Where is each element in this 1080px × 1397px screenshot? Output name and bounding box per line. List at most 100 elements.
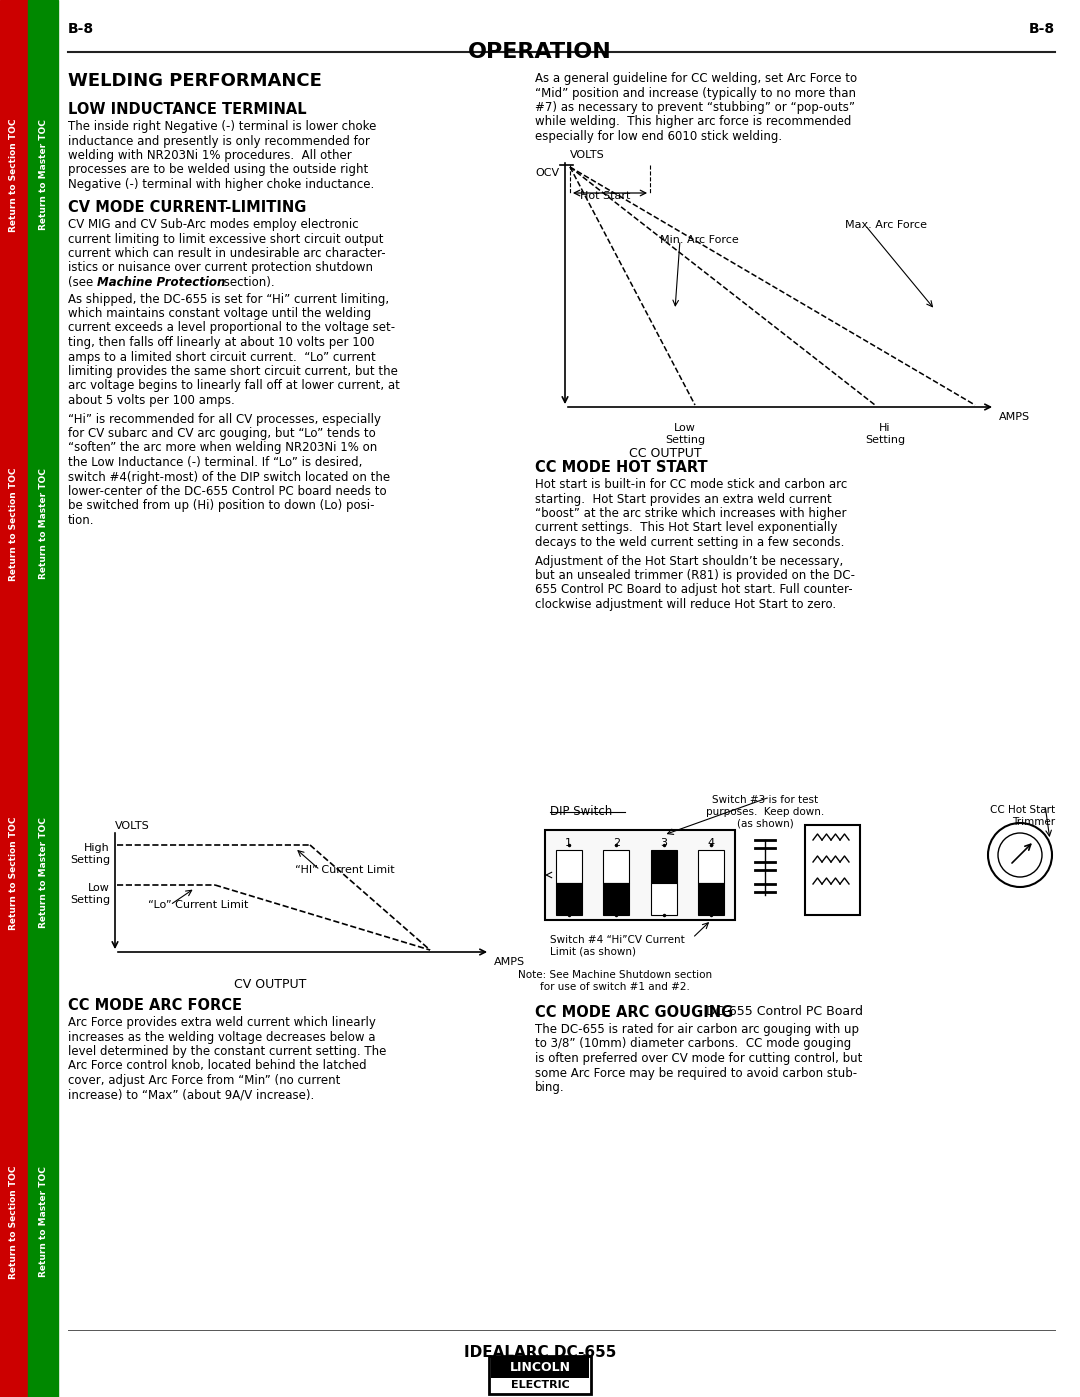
Text: about 5 volts per 100 amps.: about 5 volts per 100 amps. bbox=[68, 394, 234, 407]
Text: B-8: B-8 bbox=[1029, 22, 1055, 36]
Text: #7) as necessary to prevent “stubbing” or “pop-outs”: #7) as necessary to prevent “stubbing” o… bbox=[535, 101, 855, 115]
Text: welding with NR203Ni 1% procedures.  All other: welding with NR203Ni 1% procedures. All … bbox=[68, 149, 352, 162]
Text: starting.  Hot Start provides an extra weld current: starting. Hot Start provides an extra we… bbox=[535, 493, 832, 506]
Text: some Arc Force may be required to avoid carbon stub-: some Arc Force may be required to avoid … bbox=[535, 1066, 858, 1080]
Text: CV OUTPUT: CV OUTPUT bbox=[233, 978, 307, 990]
Bar bbox=[650, 883, 677, 915]
Bar bbox=[556, 849, 582, 883]
Text: for CV subarc and CV arc gouging, but “Lo” tends to: for CV subarc and CV arc gouging, but “L… bbox=[68, 427, 376, 440]
Text: Min. Arc Force: Min. Arc Force bbox=[660, 235, 739, 244]
Text: Arc Force provides extra weld current which linearly: Arc Force provides extra weld current wh… bbox=[68, 1016, 376, 1030]
Text: WELDING PERFORMANCE: WELDING PERFORMANCE bbox=[68, 73, 322, 89]
Bar bbox=[545, 830, 735, 921]
Text: “boost” at the arc strike which increases with higher: “boost” at the arc strike which increase… bbox=[535, 507, 847, 520]
Text: while welding.  This higher arc force is recommended: while welding. This higher arc force is … bbox=[535, 116, 851, 129]
Text: which maintains constant voltage until the welding: which maintains constant voltage until t… bbox=[68, 307, 372, 320]
Bar bbox=[805, 826, 860, 915]
Text: CV MODE CURRENT-LIMITING: CV MODE CURRENT-LIMITING bbox=[68, 200, 307, 215]
Bar bbox=[489, 1356, 591, 1394]
Text: tion.: tion. bbox=[68, 514, 95, 527]
Text: “Lo” Current Limit: “Lo” Current Limit bbox=[148, 900, 248, 909]
Text: Low
Setting: Low Setting bbox=[665, 423, 705, 444]
Text: inductance and presently is only recommended for: inductance and presently is only recomme… bbox=[68, 134, 369, 148]
Text: CC MODE ARC GOUGING: CC MODE ARC GOUGING bbox=[535, 1004, 733, 1020]
Bar bbox=[491, 1356, 589, 1377]
Text: ting, then falls off linearly at about 10 volts per 100: ting, then falls off linearly at about 1… bbox=[68, 337, 375, 349]
Text: bing.: bing. bbox=[535, 1081, 565, 1094]
Text: LOW INDUCTANCE TERMINAL: LOW INDUCTANCE TERMINAL bbox=[68, 102, 307, 117]
Text: especially for low end 6010 stick welding.: especially for low end 6010 stick weldin… bbox=[535, 130, 782, 142]
Text: Return to Master TOC: Return to Master TOC bbox=[39, 120, 48, 231]
Text: DIP Switch: DIP Switch bbox=[550, 805, 612, 819]
Text: current settings.  This Hot Start level exponentially: current settings. This Hot Start level e… bbox=[535, 521, 837, 535]
Text: DC-655 Control PC Board: DC-655 Control PC Board bbox=[706, 1004, 864, 1018]
Text: Return to Master TOC: Return to Master TOC bbox=[39, 817, 48, 929]
Circle shape bbox=[998, 833, 1042, 877]
Bar bbox=[604, 883, 630, 915]
Text: As shipped, the DC-655 is set for “Hi” current limiting,: As shipped, the DC-655 is set for “Hi” c… bbox=[68, 292, 389, 306]
Text: is often preferred over CV mode for cutting control, but: is often preferred over CV mode for cutt… bbox=[535, 1052, 862, 1065]
Bar bbox=[28, 0, 58, 1397]
Text: CV MIG and CV Sub-Arc modes employ electronic: CV MIG and CV Sub-Arc modes employ elect… bbox=[68, 218, 359, 231]
Text: IDEALARC DC-655: IDEALARC DC-655 bbox=[463, 1345, 617, 1361]
Text: “soften” the arc more when welding NR203Ni 1% on: “soften” the arc more when welding NR203… bbox=[68, 441, 377, 454]
Text: AMPS: AMPS bbox=[494, 957, 525, 967]
Bar bbox=[0, 0, 28, 1397]
Text: processes are to be welded using the outside right: processes are to be welded using the out… bbox=[68, 163, 368, 176]
Text: 1: 1 bbox=[565, 838, 572, 848]
Text: be switched from up (Hi) position to down (Lo) posi-: be switched from up (Hi) position to dow… bbox=[68, 500, 375, 513]
Text: the Low Inductance (-) terminal. If “Lo” is desired,: the Low Inductance (-) terminal. If “Lo”… bbox=[68, 455, 363, 469]
Text: Negative (-) terminal with higher choke inductance.: Negative (-) terminal with higher choke … bbox=[68, 177, 375, 191]
Text: switch #4(right-most) of the DIP switch located on the: switch #4(right-most) of the DIP switch … bbox=[68, 471, 390, 483]
Text: increase) to “Max” (about 9A/V increase).: increase) to “Max” (about 9A/V increase)… bbox=[68, 1088, 314, 1101]
Text: 4: 4 bbox=[707, 838, 715, 848]
Text: clockwise adjustment will reduce Hot Start to zero.: clockwise adjustment will reduce Hot Sta… bbox=[535, 598, 836, 610]
Text: to 3/8” (10mm) diameter carbons.  CC mode gouging: to 3/8” (10mm) diameter carbons. CC mode… bbox=[535, 1038, 851, 1051]
Text: ELECTRIC: ELECTRIC bbox=[511, 1380, 569, 1390]
Text: Return to Section TOC: Return to Section TOC bbox=[10, 119, 18, 232]
Text: 3: 3 bbox=[660, 838, 667, 848]
Bar bbox=[556, 883, 582, 915]
Text: Max. Arc Force: Max. Arc Force bbox=[845, 219, 927, 231]
Text: The inside right Negative (-) terminal is lower choke: The inside right Negative (-) terminal i… bbox=[68, 120, 376, 133]
Text: LINCOLN: LINCOLN bbox=[510, 1361, 570, 1375]
Text: Return to Master TOC: Return to Master TOC bbox=[39, 1166, 48, 1277]
Text: High
Setting: High Setting bbox=[70, 842, 110, 865]
Text: section).: section). bbox=[220, 277, 274, 289]
Text: ®: ® bbox=[581, 1355, 589, 1363]
Text: current exceeds a level proportional to the voltage set-: current exceeds a level proportional to … bbox=[68, 321, 395, 334]
Text: limiting provides the same short circuit current, but the: limiting provides the same short circuit… bbox=[68, 365, 397, 379]
Text: “Mid” position and increase (typically to no more than: “Mid” position and increase (typically t… bbox=[535, 87, 856, 99]
Text: decays to the weld current setting in a few seconds.: decays to the weld current setting in a … bbox=[535, 536, 845, 549]
Text: CC Hot Start
Trimmer: CC Hot Start Trimmer bbox=[990, 805, 1055, 827]
Text: CC MODE ARC FORCE: CC MODE ARC FORCE bbox=[68, 997, 242, 1013]
Text: Arc Force control knob, located behind the latched: Arc Force control knob, located behind t… bbox=[68, 1059, 366, 1073]
Text: “HI” Current Limit: “HI” Current Limit bbox=[295, 865, 394, 875]
Text: Return to Section TOC: Return to Section TOC bbox=[10, 467, 18, 581]
Bar bbox=[698, 883, 725, 915]
Text: but an unsealed trimmer (R81) is provided on the DC-: but an unsealed trimmer (R81) is provide… bbox=[535, 569, 855, 583]
Text: amps to a limited short circuit current.  “Lo” current: amps to a limited short circuit current.… bbox=[68, 351, 376, 363]
Text: As a general guideline for CC welding, set Arc Force to: As a general guideline for CC welding, s… bbox=[535, 73, 858, 85]
Text: CC OUTPUT: CC OUTPUT bbox=[629, 447, 701, 460]
Text: cover, adjust Arc Force from “Min” (no current: cover, adjust Arc Force from “Min” (no c… bbox=[68, 1074, 340, 1087]
Text: lower-center of the DC-655 Control PC board needs to: lower-center of the DC-655 Control PC bo… bbox=[68, 485, 387, 497]
Text: Hot start is built-in for CC mode stick and carbon arc: Hot start is built-in for CC mode stick … bbox=[535, 478, 847, 490]
Text: Adjustment of the Hot Start shouldn’t be necessary,: Adjustment of the Hot Start shouldn’t be… bbox=[535, 555, 843, 567]
Text: level determined by the constant current setting. The: level determined by the constant current… bbox=[68, 1045, 387, 1058]
Text: arc voltage begins to linearly fall off at lower current, at: arc voltage begins to linearly fall off … bbox=[68, 380, 400, 393]
Text: current which can result in undesirable arc character-: current which can result in undesirable … bbox=[68, 247, 386, 260]
Text: VOLTS: VOLTS bbox=[570, 149, 605, 161]
Text: Return to Master TOC: Return to Master TOC bbox=[39, 468, 48, 580]
Text: CC MODE HOT START: CC MODE HOT START bbox=[535, 460, 707, 475]
Text: OCV: OCV bbox=[536, 168, 561, 177]
Bar bbox=[650, 849, 677, 883]
Text: Return to Section TOC: Return to Section TOC bbox=[10, 816, 18, 930]
Text: Machine Protection: Machine Protection bbox=[97, 277, 226, 289]
Text: Note: See Machine Shutdown section
for use of switch #1 and #2.: Note: See Machine Shutdown section for u… bbox=[518, 970, 712, 992]
Text: “Hi” is recommended for all CV processes, especially: “Hi” is recommended for all CV processes… bbox=[68, 412, 381, 426]
Text: Switch #3 is for test
purposes.  Keep down.
(as shown): Switch #3 is for test purposes. Keep dow… bbox=[706, 795, 824, 828]
Text: Low
Setting: Low Setting bbox=[70, 883, 110, 905]
Text: istics or nuisance over current protection shutdown: istics or nuisance over current protecti… bbox=[68, 261, 373, 274]
Text: (see: (see bbox=[68, 277, 97, 289]
